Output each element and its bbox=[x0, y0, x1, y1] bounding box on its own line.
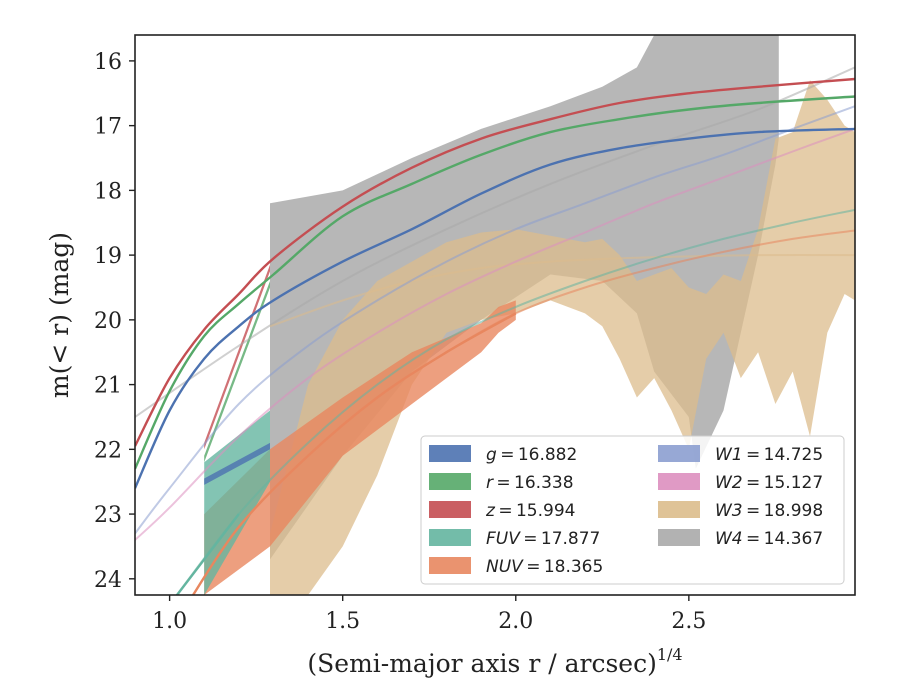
model-curve-w1 bbox=[135, 105, 855, 535]
legend-entry-fuv: FUV = 17.877 bbox=[429, 529, 600, 549]
y-tick-label: 23 bbox=[94, 503, 122, 528]
y-tick-label: 20 bbox=[94, 309, 122, 334]
x-tick-label: 1.5 bbox=[325, 609, 360, 634]
legend-entry-nuv: NUV = 18.365 bbox=[429, 557, 603, 577]
legend-label: NUV = 18.365 bbox=[486, 557, 603, 577]
legend-label: W2 = 15.127 bbox=[715, 473, 823, 493]
y-tick-label: 24 bbox=[94, 568, 122, 593]
model-curve-g bbox=[135, 127, 855, 489]
legend-swatch bbox=[429, 557, 471, 574]
model-curve-w4 bbox=[135, 66, 855, 418]
y-tick-label: 21 bbox=[94, 374, 122, 399]
x-tick-label: 2.5 bbox=[671, 609, 706, 634]
legend-entry-w4: W4 = 14.367 bbox=[658, 529, 823, 549]
legend: g = 16.882 r = 16.338 z = 15.994 FUV = 17.8… bbox=[420, 435, 845, 585]
model-curve-r bbox=[135, 95, 855, 470]
legend-frame bbox=[420, 435, 845, 585]
band-w3 bbox=[270, 80, 855, 595]
x-axis: 1.0 1.5 2.0 2.5 bbox=[152, 595, 706, 634]
x-axis-label-exponent: 1/4 bbox=[657, 645, 683, 664]
legend-entry-w3: W3 = 18.998 bbox=[658, 501, 823, 521]
legend-label: W4 = 14.367 bbox=[715, 529, 823, 549]
legend-label: W3 = 18.998 bbox=[715, 501, 823, 521]
y-tick-label: 16 bbox=[94, 50, 122, 75]
y-tick-label: 19 bbox=[94, 244, 122, 269]
y-axis: 16 17 18 19 20 21 22 23 24 bbox=[94, 50, 135, 593]
x-axis-label: (Semi-major axis r / arcsec)1/4 bbox=[307, 645, 682, 678]
band-z bbox=[204, 264, 270, 450]
legend-entry-z: z = 15.994 bbox=[429, 501, 575, 521]
model-curve-w2 bbox=[135, 127, 855, 541]
y-tick-label: 17 bbox=[94, 115, 122, 140]
model-curves bbox=[135, 66, 855, 595]
x-axis-label-text: (Semi-major axis r / arcsec) bbox=[307, 649, 656, 678]
x-tick-label: 2.0 bbox=[498, 609, 533, 634]
legend-swatch bbox=[658, 529, 700, 546]
model-curve-z bbox=[135, 77, 855, 447]
plot-frame bbox=[134, 34, 856, 596]
band-w4 bbox=[270, 35, 779, 560]
data-bands bbox=[204, 35, 855, 595]
model-curve-solid-fuv bbox=[175, 513, 240, 595]
legend-label: z = 15.994 bbox=[485, 501, 575, 521]
legend-swatch bbox=[429, 473, 471, 490]
legend-entry-w2: W2 = 15.127 bbox=[658, 473, 823, 493]
y-tick-label: 18 bbox=[94, 179, 122, 204]
legend-label: FUV = 17.877 bbox=[486, 529, 600, 549]
legend-label: W1 = 14.725 bbox=[715, 445, 823, 465]
legend-swatch bbox=[658, 445, 700, 462]
legend-swatch bbox=[658, 473, 700, 490]
legend-entry-r: r = 16.338 bbox=[429, 473, 574, 493]
legend-entry-w1: W1 = 14.725 bbox=[658, 445, 823, 465]
band-g bbox=[204, 442, 270, 485]
legend-entry-g: g = 16.882 bbox=[429, 445, 577, 465]
legend-swatch bbox=[658, 501, 700, 518]
model-curve-w3 bbox=[269, 254, 855, 328]
legend-swatch bbox=[429, 501, 471, 518]
legend-swatch bbox=[429, 529, 471, 546]
x-tick-label: 1.0 bbox=[152, 609, 187, 634]
band-nuv bbox=[204, 300, 516, 595]
y-axis-label: m(< r) (mag) bbox=[45, 232, 74, 398]
model-curve-solid-nuv bbox=[191, 312, 517, 595]
y-tick-label: 22 bbox=[94, 438, 122, 463]
model-curve-fuv bbox=[175, 208, 855, 595]
band-r bbox=[204, 281, 270, 463]
legend-label: r = 16.338 bbox=[486, 473, 574, 493]
legend-label: g = 16.882 bbox=[486, 445, 577, 465]
legend-swatch bbox=[429, 445, 471, 462]
